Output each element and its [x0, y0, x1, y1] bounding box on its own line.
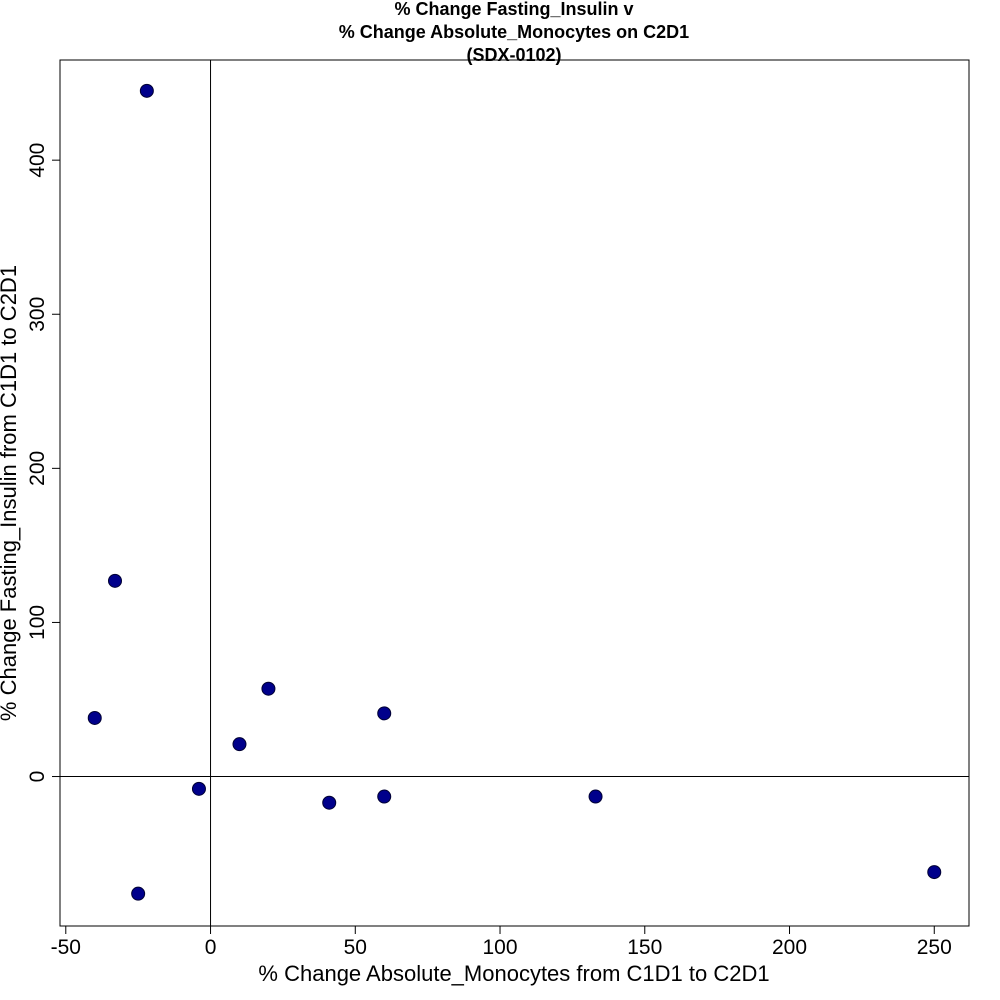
title-line-3: (SDX-0102) — [466, 45, 561, 65]
y-tick-label: 300 — [26, 297, 49, 332]
data-point — [377, 706, 392, 721]
x-tick-label: 0 — [205, 936, 217, 959]
chart-title: % Change Fasting_Insulin v % Change Abso… — [339, 0, 689, 65]
data-point — [588, 789, 603, 804]
y-tick-label: 100 — [26, 605, 49, 640]
data-point — [261, 681, 276, 696]
data-point — [108, 573, 123, 588]
data-points — [87, 83, 942, 901]
y-tick-label: 400 — [26, 143, 49, 178]
x-axis-label: % Change Absolute_Monocytes from C1D1 to… — [258, 961, 769, 986]
y-tick-label: 200 — [26, 451, 49, 486]
data-point — [191, 781, 206, 796]
data-point — [377, 789, 392, 804]
x-tick-label: 50 — [344, 936, 367, 959]
title-line-1: % Change Fasting_Insulin v — [394, 0, 633, 19]
y-axis: 0 100 200 300 400 — [26, 143, 60, 783]
data-point — [131, 886, 146, 901]
x-axis: -50 0 50 100 150 200 250 — [51, 926, 952, 959]
data-point — [87, 710, 102, 725]
x-tick-label: 250 — [917, 936, 952, 959]
data-point — [139, 83, 154, 98]
data-point — [322, 795, 337, 810]
data-point — [232, 737, 247, 752]
x-tick-label: 200 — [772, 936, 807, 959]
title-line-2: % Change Absolute_Monocytes on C2D1 — [339, 22, 689, 42]
x-tick-label: 150 — [627, 936, 662, 959]
x-tick-label: -50 — [51, 936, 81, 959]
data-point — [927, 865, 942, 880]
x-tick-label: 100 — [483, 936, 518, 959]
y-axis-label: % Change Fasting_Insulin from C1D1 to C2… — [0, 265, 21, 721]
y-tick-label: 0 — [26, 771, 49, 783]
reference-lines — [60, 60, 969, 926]
plot-frame — [59, 59, 970, 927]
